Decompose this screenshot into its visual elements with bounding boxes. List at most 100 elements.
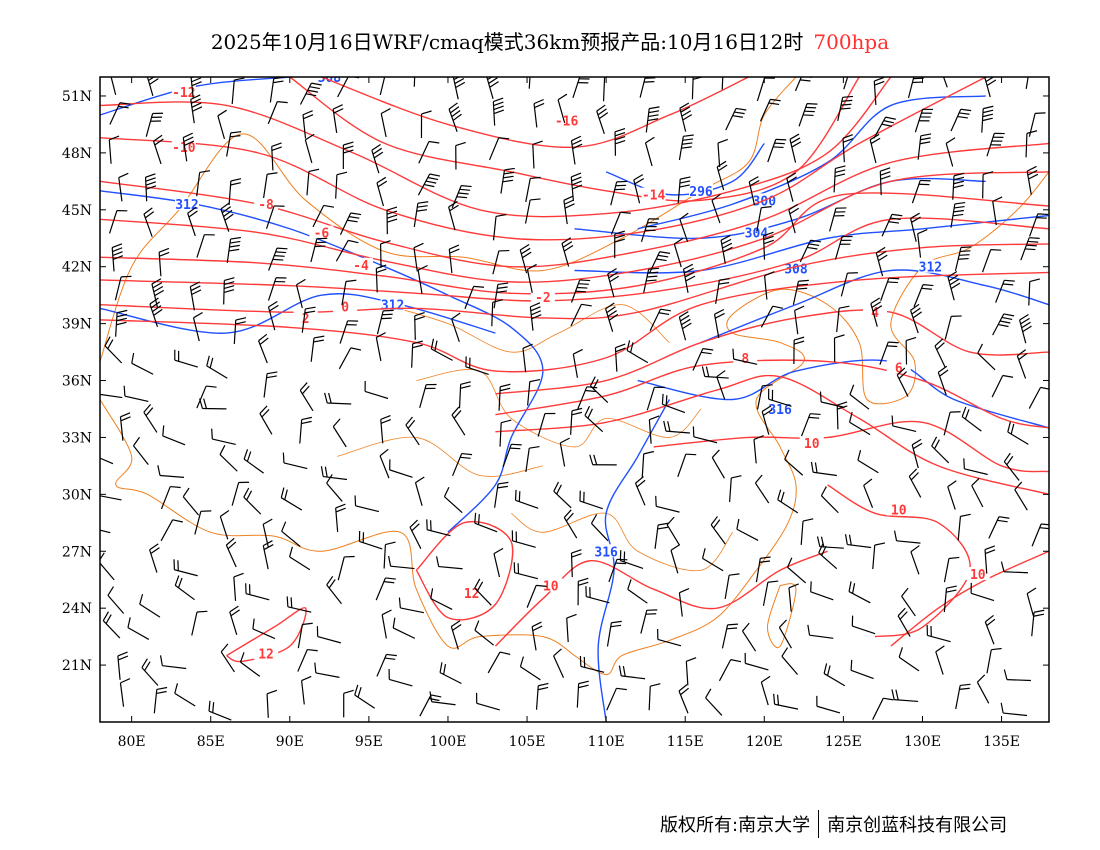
- wind-barb: [837, 95, 854, 121]
- height-contour-label: 312: [381, 299, 404, 314]
- wind-barb: [252, 618, 276, 640]
- wind-barb: [661, 393, 686, 414]
- wind-barb: [531, 621, 543, 651]
- province-border: [511, 512, 733, 572]
- wind-barb: [474, 578, 492, 606]
- wind-barb: [465, 356, 489, 375]
- temperature-contour-label: -4: [353, 259, 369, 274]
- wind-barb: [233, 572, 244, 601]
- wind-barb: [174, 349, 198, 368]
- wind-barb: [781, 647, 798, 675]
- temperature-contour-label-bg: [538, 578, 563, 592]
- wind-barb: [392, 617, 416, 639]
- height-contour-label-bg: [689, 183, 714, 197]
- wind-barb: [117, 651, 129, 680]
- wind-barb: [100, 393, 123, 399]
- x-tick-label: 130E: [904, 734, 941, 750]
- wind-barb: [192, 311, 203, 342]
- temperature-contour-label-bg: [309, 225, 334, 239]
- wind-barb: [717, 138, 728, 168]
- wind-barb: [649, 308, 671, 332]
- x-tick-label: 120E: [746, 734, 783, 750]
- wind-barb: [524, 198, 541, 224]
- wind-barb: [295, 278, 306, 309]
- wind-barb: [229, 605, 240, 636]
- wind-barb: [820, 486, 839, 514]
- temperature-contour-label: 10: [970, 568, 986, 583]
- wind-barb: [380, 108, 391, 138]
- wind-barb: [576, 680, 589, 708]
- wind-barb: [420, 110, 432, 138]
- wind-barb: [614, 128, 626, 156]
- wind-barb: [810, 581, 834, 601]
- wind-barb: [692, 348, 714, 371]
- wind-barb: [149, 297, 163, 327]
- wind-barb: [492, 213, 507, 241]
- wind-barb: [107, 586, 125, 614]
- wind-barb: [778, 619, 792, 649]
- wind-barb: [976, 674, 990, 704]
- wind-barb: [610, 211, 631, 235]
- temperature-contour-label-bg: [965, 567, 990, 581]
- wind-barb: [1000, 561, 1029, 574]
- wind-barb: [563, 195, 575, 225]
- wind-barb: [589, 454, 617, 466]
- y-tick-label: 51N: [62, 89, 92, 105]
- wind-barb: [880, 277, 900, 301]
- wind-barb: [160, 519, 183, 542]
- temperature-contour-label: -6: [314, 227, 330, 242]
- wind-barb: [342, 141, 354, 169]
- wind-barb: [955, 683, 971, 710]
- wind-barb: [299, 416, 313, 444]
- wind-barb: [553, 481, 572, 509]
- y-tick-label: 24N: [62, 601, 92, 617]
- wind-barb: [493, 547, 504, 578]
- wind-barb: [389, 459, 413, 478]
- wind-barb: [474, 620, 495, 646]
- wind-barb: [570, 549, 582, 578]
- wind-barb: [245, 583, 270, 601]
- wind-barb: [141, 658, 159, 686]
- wind-barb: [716, 160, 728, 191]
- y-tick-label: 48N: [62, 146, 92, 162]
- temperature-contour-label-bg: [333, 299, 358, 313]
- wind-barb: [767, 388, 792, 407]
- wind-barb: [231, 481, 250, 506]
- wind-barb: [577, 577, 589, 606]
- wind-barb: [451, 312, 461, 342]
- y-tick-label: 33N: [62, 430, 92, 446]
- wind-barb: [891, 689, 919, 703]
- wind-barb: [217, 109, 227, 140]
- temperature-contour-label-bg: [348, 257, 373, 271]
- wind-barb: [379, 77, 386, 96]
- wind-barb: [977, 343, 996, 371]
- wind-barb: [819, 391, 845, 408]
- wind-barb: [848, 411, 871, 436]
- temperature-contour-label: -16: [555, 115, 579, 130]
- wind-barb: [606, 687, 627, 711]
- wind-barb: [522, 343, 533, 373]
- height-contour-line: [597, 399, 671, 722]
- wind-barb: [502, 443, 522, 468]
- wind-barb: [494, 481, 509, 508]
- wind-barb: [836, 305, 850, 333]
- wind-barb: [943, 556, 960, 583]
- wind-barb: [678, 684, 690, 714]
- wind-barb: [413, 201, 429, 228]
- wind-barb: [220, 643, 235, 673]
- wind-barb: [829, 207, 847, 232]
- wind-barb: [286, 596, 312, 613]
- wind-barb: [934, 338, 946, 368]
- wind-barb: [931, 436, 950, 464]
- x-tick-label: 105E: [509, 734, 546, 750]
- wind-barb: [917, 133, 932, 160]
- wind-barb: [381, 609, 392, 639]
- company-name: 南京创蓝科技有限公司: [827, 815, 1008, 836]
- wind-barb: [341, 279, 357, 306]
- wind-barb: [833, 334, 845, 362]
- height-contour-label: 304: [745, 227, 769, 242]
- wind-barb: [834, 235, 853, 260]
- wind-barb: [491, 299, 503, 327]
- wind-barb: [971, 477, 984, 508]
- wind-barb: [753, 435, 764, 464]
